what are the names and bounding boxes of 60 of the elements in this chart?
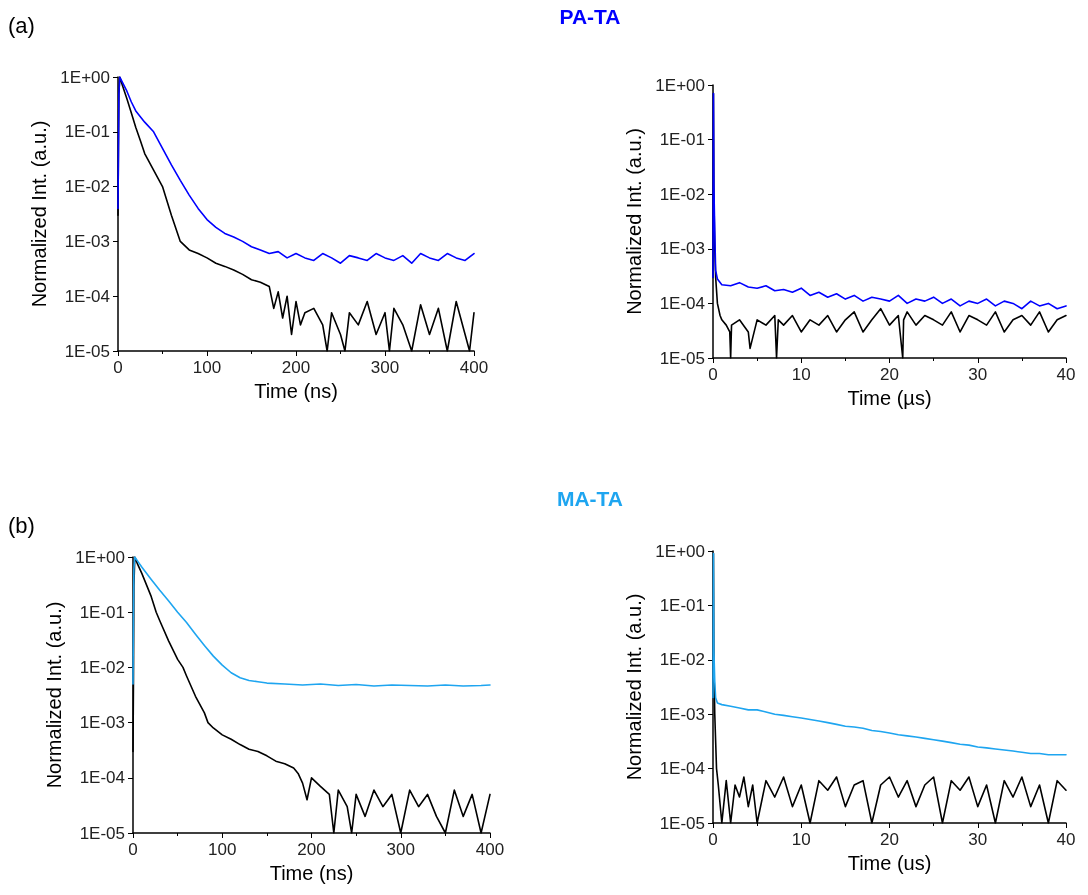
x-tick-label: 400: [459, 358, 489, 377]
x-tick-label: 0: [128, 840, 138, 859]
x-tick-label: 0: [708, 830, 718, 849]
x-tick-label: 400: [475, 840, 505, 859]
line-series: [132, 556, 491, 687]
x-tick-label: 40: [1056, 830, 1076, 849]
y-tick-label: 1E-05: [64, 341, 110, 361]
text: (b): [8, 512, 35, 538]
x-tick-label: 100: [208, 840, 237, 859]
y-tick-label: 1E-01: [64, 122, 110, 142]
y-tick-label: 1E-04: [79, 768, 125, 788]
x-tick-label: 40: [1056, 365, 1076, 384]
y-axis-title: Normalized Int. (a.u.): [28, 120, 51, 308]
text: MA-TA: [556, 487, 624, 510]
y-tick-label: 1E+00: [75, 547, 125, 567]
x-axis-title: Time (us): [847, 852, 932, 874]
x-tick-label: 10: [791, 830, 811, 849]
y-tick-label: 1E-02: [659, 650, 705, 670]
x-tick-label: 300: [386, 840, 415, 859]
x-tick-label: 20: [880, 830, 899, 849]
y-tick-label: 1E-03: [64, 231, 110, 251]
line-series: [712, 92, 1067, 310]
y-tick-label: 1E+00: [655, 75, 705, 95]
x-tick-label: 30: [968, 365, 988, 384]
x-axis-title: Time (ns): [269, 862, 354, 884]
x-tick-label: 0: [708, 365, 718, 384]
x-tick-label: 200: [281, 358, 311, 377]
y-tick-label: 1E-01: [79, 602, 125, 622]
y-tick-label: 1E+00: [60, 67, 110, 87]
y-axis-title: Normalized Int. (a.u.): [43, 601, 66, 789]
x-tick-label: 20: [880, 365, 899, 384]
y-tick-label: 1E-03: [659, 704, 705, 724]
y-tick-label: 1E-03: [79, 713, 125, 733]
y-tick-label: 1E-05: [79, 823, 125, 843]
y-tick-label: 1E-02: [659, 184, 705, 204]
text: PA-TA: [559, 5, 621, 28]
y-axis-title: Normalized Int. (a.u.): [623, 128, 646, 315]
line-series: [712, 552, 1067, 756]
text: (a): [8, 12, 35, 38]
y-tick-label: 1E-02: [79, 657, 125, 677]
x-tick-label: 0: [113, 358, 123, 377]
x-tick-label: 10: [791, 365, 811, 384]
x-tick-label: 300: [370, 358, 400, 377]
x-tick-label: 200: [297, 840, 326, 859]
y-tick-label: 1E-03: [659, 239, 705, 259]
x-tick-label: 30: [968, 830, 988, 849]
y-tick-label: 1E+00: [655, 541, 705, 561]
y-tick-label: 1E-04: [659, 759, 705, 779]
y-tick-label: 1E-05: [659, 348, 705, 368]
x-axis-title: Time (ns): [254, 380, 338, 402]
y-tick-label: 1E-02: [64, 177, 110, 197]
y-tick-label: 1E-01: [659, 130, 705, 150]
x-tick-label: 100: [192, 358, 222, 377]
y-tick-label: 1E-05: [659, 813, 705, 833]
y-tick-label: 1E-04: [659, 293, 705, 313]
line-series: [117, 76, 475, 265]
x-axis-title: Time (µs): [847, 387, 932, 409]
y-tick-label: 1E-01: [659, 595, 705, 615]
y-tick-label: 1E-04: [64, 286, 110, 306]
y-axis-title: Normalized Int. (a.u.): [623, 593, 646, 781]
